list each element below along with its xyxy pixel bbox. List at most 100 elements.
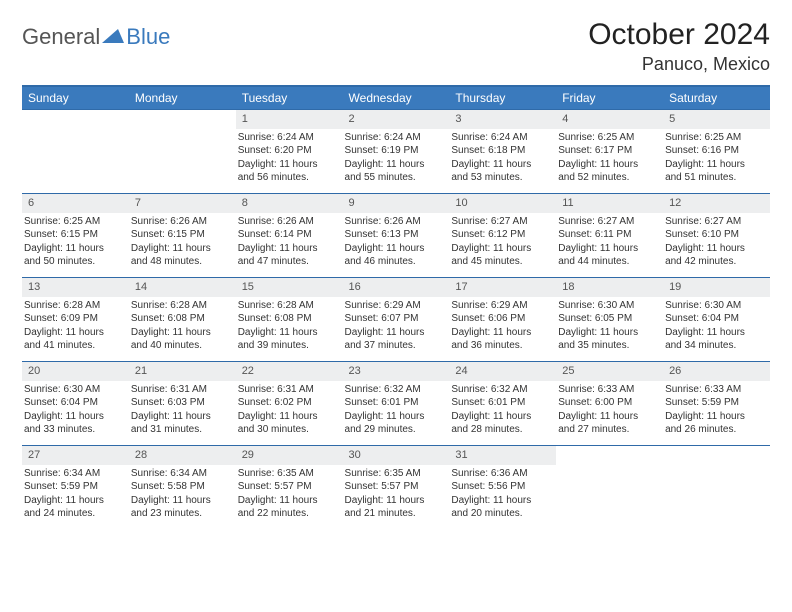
day-number: 28 bbox=[129, 446, 236, 465]
daylight-line-1: Daylight: 11 hours bbox=[238, 158, 339, 172]
sunset-line: Sunset: 6:17 PM bbox=[558, 144, 659, 158]
day-number: 4 bbox=[556, 110, 663, 129]
day-details: Sunrise: 6:24 AMSunset: 6:20 PMDaylight:… bbox=[236, 129, 343, 187]
month-title: October 2024 bbox=[588, 18, 770, 52]
daylight-line-1: Daylight: 11 hours bbox=[558, 410, 659, 424]
sunrise-line: Sunrise: 6:29 AM bbox=[345, 299, 446, 313]
day-details: Sunrise: 6:32 AMSunset: 6:01 PMDaylight:… bbox=[343, 381, 450, 439]
sunset-line: Sunset: 6:11 PM bbox=[558, 228, 659, 242]
calendar-day-cell: 26Sunrise: 6:33 AMSunset: 5:59 PMDayligh… bbox=[663, 362, 770, 446]
calendar-day-cell: 5Sunrise: 6:25 AMSunset: 6:16 PMDaylight… bbox=[663, 110, 770, 194]
day-number: 11 bbox=[556, 194, 663, 213]
sunrise-line: Sunrise: 6:34 AM bbox=[131, 467, 232, 481]
calendar-week-row: 20Sunrise: 6:30 AMSunset: 6:04 PMDayligh… bbox=[22, 362, 770, 446]
day-details: Sunrise: 6:30 AMSunset: 6:04 PMDaylight:… bbox=[22, 381, 129, 439]
sunrise-line: Sunrise: 6:26 AM bbox=[238, 215, 339, 229]
sunset-line: Sunset: 6:15 PM bbox=[24, 228, 125, 242]
daylight-line-2: and 28 minutes. bbox=[451, 423, 552, 437]
weekday-header: Sunday bbox=[22, 86, 129, 110]
day-details: Sunrise: 6:33 AMSunset: 6:00 PMDaylight:… bbox=[556, 381, 663, 439]
sunrise-line: Sunrise: 6:25 AM bbox=[665, 131, 766, 145]
calendar-day-cell: 7Sunrise: 6:26 AMSunset: 6:15 PMDaylight… bbox=[129, 194, 236, 278]
day-number: 19 bbox=[663, 278, 770, 297]
daylight-line-1: Daylight: 11 hours bbox=[238, 326, 339, 340]
daylight-line-1: Daylight: 11 hours bbox=[451, 158, 552, 172]
sunset-line: Sunset: 6:20 PM bbox=[238, 144, 339, 158]
sunrise-line: Sunrise: 6:36 AM bbox=[451, 467, 552, 481]
daylight-line-2: and 27 minutes. bbox=[558, 423, 659, 437]
sunrise-line: Sunrise: 6:24 AM bbox=[238, 131, 339, 145]
brand-text-1: General bbox=[22, 24, 100, 50]
daylight-line-1: Daylight: 11 hours bbox=[24, 326, 125, 340]
sunset-line: Sunset: 6:14 PM bbox=[238, 228, 339, 242]
daylight-line-2: and 29 minutes. bbox=[345, 423, 446, 437]
sunrise-line: Sunrise: 6:27 AM bbox=[558, 215, 659, 229]
day-number: 2 bbox=[343, 110, 450, 129]
calendar-day-cell: 17Sunrise: 6:29 AMSunset: 6:06 PMDayligh… bbox=[449, 278, 556, 362]
sunset-line: Sunset: 6:01 PM bbox=[345, 396, 446, 410]
sunset-line: Sunset: 6:05 PM bbox=[558, 312, 659, 326]
daylight-line-1: Daylight: 11 hours bbox=[131, 494, 232, 508]
day-number: 26 bbox=[663, 362, 770, 381]
day-number: 10 bbox=[449, 194, 556, 213]
sunrise-line: Sunrise: 6:34 AM bbox=[24, 467, 125, 481]
daylight-line-1: Daylight: 11 hours bbox=[345, 242, 446, 256]
day-number: 15 bbox=[236, 278, 343, 297]
sunset-line: Sunset: 6:00 PM bbox=[558, 396, 659, 410]
day-number: 27 bbox=[22, 446, 129, 465]
daylight-line-2: and 24 minutes. bbox=[24, 507, 125, 521]
day-number: 24 bbox=[449, 362, 556, 381]
daylight-line-1: Daylight: 11 hours bbox=[451, 410, 552, 424]
day-number: 17 bbox=[449, 278, 556, 297]
daylight-line-2: and 47 minutes. bbox=[238, 255, 339, 269]
weekday-header: Saturday bbox=[663, 86, 770, 110]
title-block: October 2024 Panuco, Mexico bbox=[588, 18, 770, 75]
daylight-line-2: and 33 minutes. bbox=[24, 423, 125, 437]
sunrise-line: Sunrise: 6:32 AM bbox=[345, 383, 446, 397]
day-details: Sunrise: 6:29 AMSunset: 6:07 PMDaylight:… bbox=[343, 297, 450, 355]
daylight-line-2: and 45 minutes. bbox=[451, 255, 552, 269]
daylight-line-1: Daylight: 11 hours bbox=[131, 326, 232, 340]
day-number: 30 bbox=[343, 446, 450, 465]
sunset-line: Sunset: 6:10 PM bbox=[665, 228, 766, 242]
calendar-day-cell: 19Sunrise: 6:30 AMSunset: 6:04 PMDayligh… bbox=[663, 278, 770, 362]
sunrise-line: Sunrise: 6:33 AM bbox=[665, 383, 766, 397]
sunset-line: Sunset: 6:02 PM bbox=[238, 396, 339, 410]
calendar-day-cell: 25Sunrise: 6:33 AMSunset: 6:00 PMDayligh… bbox=[556, 362, 663, 446]
weekday-header: Thursday bbox=[449, 86, 556, 110]
sunrise-line: Sunrise: 6:28 AM bbox=[238, 299, 339, 313]
daylight-line-2: and 26 minutes. bbox=[665, 423, 766, 437]
sunrise-line: Sunrise: 6:32 AM bbox=[451, 383, 552, 397]
day-details: Sunrise: 6:24 AMSunset: 6:18 PMDaylight:… bbox=[449, 129, 556, 187]
calendar-day-cell: 12Sunrise: 6:27 AMSunset: 6:10 PMDayligh… bbox=[663, 194, 770, 278]
calendar-day-cell: 8Sunrise: 6:26 AMSunset: 6:14 PMDaylight… bbox=[236, 194, 343, 278]
calendar-day-cell: 22Sunrise: 6:31 AMSunset: 6:02 PMDayligh… bbox=[236, 362, 343, 446]
day-details: Sunrise: 6:35 AMSunset: 5:57 PMDaylight:… bbox=[236, 465, 343, 523]
daylight-line-2: and 34 minutes. bbox=[665, 339, 766, 353]
day-number: 21 bbox=[129, 362, 236, 381]
sunrise-line: Sunrise: 6:26 AM bbox=[345, 215, 446, 229]
calendar-day-cell: 31Sunrise: 6:36 AMSunset: 5:56 PMDayligh… bbox=[449, 446, 556, 530]
daylight-line-2: and 56 minutes. bbox=[238, 171, 339, 185]
daylight-line-1: Daylight: 11 hours bbox=[131, 410, 232, 424]
sunrise-line: Sunrise: 6:26 AM bbox=[131, 215, 232, 229]
sunset-line: Sunset: 6:15 PM bbox=[131, 228, 232, 242]
daylight-line-1: Daylight: 11 hours bbox=[558, 242, 659, 256]
calendar-day-cell bbox=[663, 446, 770, 530]
daylight-line-1: Daylight: 11 hours bbox=[345, 326, 446, 340]
calendar-day-cell: 23Sunrise: 6:32 AMSunset: 6:01 PMDayligh… bbox=[343, 362, 450, 446]
sunrise-line: Sunrise: 6:28 AM bbox=[131, 299, 232, 313]
day-details: Sunrise: 6:31 AMSunset: 6:02 PMDaylight:… bbox=[236, 381, 343, 439]
daylight-line-1: Daylight: 11 hours bbox=[24, 494, 125, 508]
calendar-day-cell: 3Sunrise: 6:24 AMSunset: 6:18 PMDaylight… bbox=[449, 110, 556, 194]
sunset-line: Sunset: 6:04 PM bbox=[665, 312, 766, 326]
brand-logo: General Blue bbox=[22, 18, 170, 50]
daylight-line-2: and 30 minutes. bbox=[238, 423, 339, 437]
day-number: 3 bbox=[449, 110, 556, 129]
day-details: Sunrise: 6:28 AMSunset: 6:09 PMDaylight:… bbox=[22, 297, 129, 355]
day-number: 29 bbox=[236, 446, 343, 465]
day-details: Sunrise: 6:27 AMSunset: 6:10 PMDaylight:… bbox=[663, 213, 770, 271]
sunset-line: Sunset: 5:59 PM bbox=[24, 480, 125, 494]
daylight-line-2: and 23 minutes. bbox=[131, 507, 232, 521]
daylight-line-2: and 52 minutes. bbox=[558, 171, 659, 185]
